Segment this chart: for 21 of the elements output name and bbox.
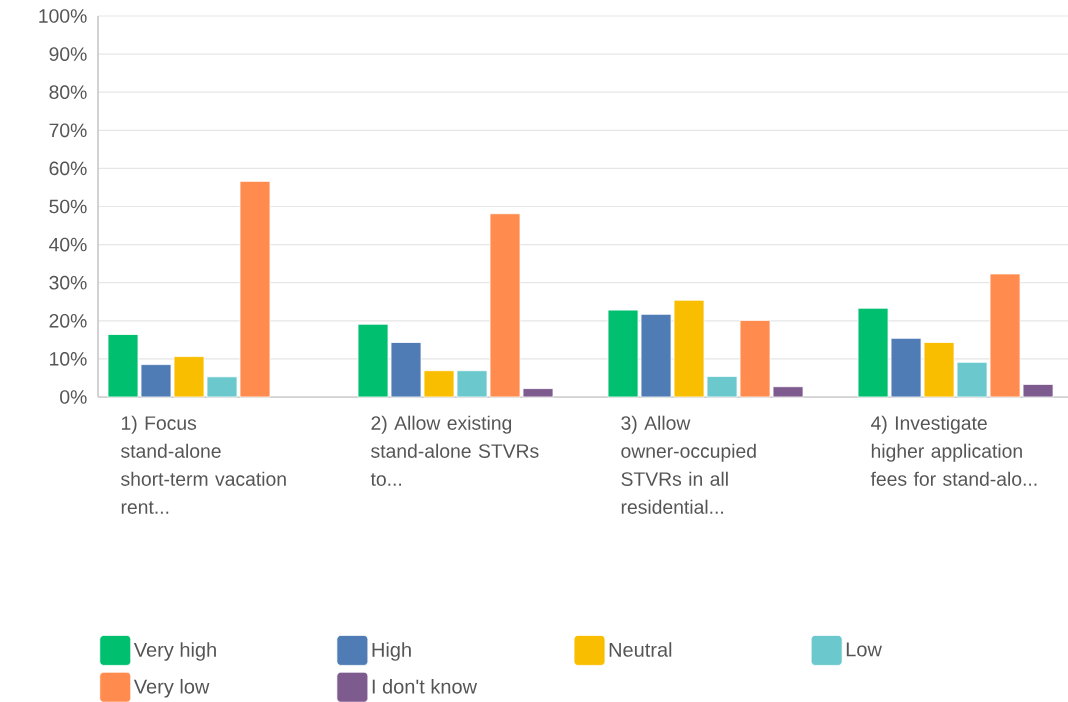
y-tick-label: 70% (49, 123, 87, 138)
legend-label: High (372, 642, 411, 661)
x-tick-label: 4) Investigate higher application fees for stand-alo... (870, 415, 1037, 486)
y-tick-label: 0% (60, 390, 87, 404)
y-tick-label: 100% (39, 9, 87, 23)
y-tick-label: 50% (49, 199, 87, 214)
y-tick-label: 40% (49, 237, 87, 252)
y-tick-label: 80% (49, 85, 87, 100)
legend-label: Neutral (609, 642, 672, 657)
x-tick-label: 3) Allow owner-occupied STVRs in all residential... (621, 415, 756, 514)
legend-label: Low (846, 642, 882, 657)
y-tick-label: 90% (49, 47, 87, 61)
legend-label: Very low (133, 678, 210, 698)
legend-label: Very high (133, 642, 216, 661)
x-tick-label: 1) Focus stand-alone short-term vacation rent... (121, 415, 286, 514)
y-tick-label: 60% (49, 161, 87, 176)
y-tick-label: 20% (49, 313, 87, 328)
y-tick-label: 30% (49, 275, 87, 290)
legend-label: I don't know (372, 678, 478, 694)
x-tick-label: 2) Allow existing stand-alone STVRs to... (370, 415, 539, 486)
y-tick-label: 10% (50, 352, 87, 366)
